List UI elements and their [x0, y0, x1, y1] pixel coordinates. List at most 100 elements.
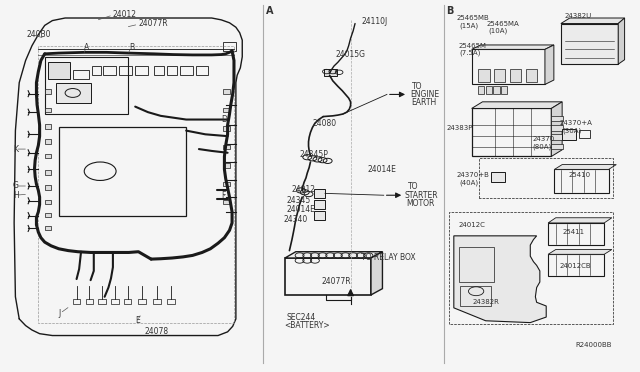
Text: 25465M: 25465M	[459, 43, 487, 49]
Text: 24345P: 24345P	[300, 150, 328, 159]
Text: 24110J: 24110J	[362, 17, 388, 26]
Text: 24014E: 24014E	[286, 205, 315, 215]
Text: A: A	[84, 43, 90, 52]
Text: TO: TO	[408, 182, 419, 191]
Text: H: H	[13, 191, 19, 200]
FancyBboxPatch shape	[223, 108, 230, 112]
Text: 24014E: 24014E	[368, 165, 397, 174]
Text: 24370+A: 24370+A	[559, 120, 593, 126]
Polygon shape	[454, 236, 546, 323]
Text: 24382R: 24382R	[473, 299, 500, 305]
Text: E: E	[135, 316, 140, 325]
Polygon shape	[371, 252, 383, 295]
Text: 24012C: 24012C	[459, 222, 486, 228]
Text: 24382U: 24382U	[564, 13, 591, 19]
FancyBboxPatch shape	[45, 200, 51, 205]
FancyBboxPatch shape	[223, 89, 230, 94]
Text: J: J	[59, 309, 61, 318]
Text: A: A	[266, 6, 273, 16]
FancyBboxPatch shape	[48, 62, 70, 79]
Text: 24012CB: 24012CB	[559, 263, 591, 269]
FancyBboxPatch shape	[223, 163, 230, 167]
Text: (80A): (80A)	[533, 144, 552, 150]
FancyBboxPatch shape	[45, 124, 51, 129]
FancyBboxPatch shape	[314, 189, 325, 198]
Text: STARTER: STARTER	[404, 191, 438, 200]
FancyBboxPatch shape	[45, 185, 51, 190]
FancyBboxPatch shape	[493, 86, 500, 94]
Text: (30A): (30A)	[562, 127, 581, 134]
Text: B: B	[129, 43, 134, 52]
Polygon shape	[548, 218, 612, 223]
Text: G: G	[13, 182, 19, 190]
Text: (10A): (10A)	[489, 28, 508, 34]
Text: 24012: 24012	[291, 185, 316, 194]
Polygon shape	[472, 45, 554, 49]
FancyBboxPatch shape	[45, 139, 51, 144]
Text: (15A): (15A)	[459, 22, 478, 29]
FancyBboxPatch shape	[45, 89, 51, 94]
FancyBboxPatch shape	[551, 144, 563, 149]
FancyBboxPatch shape	[562, 129, 576, 140]
Polygon shape	[285, 252, 383, 258]
Text: TO: TO	[412, 82, 423, 91]
Polygon shape	[554, 164, 616, 169]
Polygon shape	[561, 18, 625, 23]
Text: TO RELAY BOX: TO RELAY BOX	[362, 253, 416, 263]
Text: K: K	[13, 145, 18, 154]
Text: F: F	[221, 191, 226, 200]
Text: 24383P: 24383P	[446, 125, 472, 131]
Text: 25465MB: 25465MB	[457, 15, 490, 21]
Polygon shape	[618, 18, 625, 64]
FancyBboxPatch shape	[494, 68, 506, 81]
Text: 24077R: 24077R	[322, 277, 351, 286]
Text: (7.5A): (7.5A)	[459, 50, 480, 56]
Text: 24340: 24340	[284, 215, 308, 224]
Text: 24370: 24370	[533, 137, 555, 142]
FancyBboxPatch shape	[561, 23, 618, 64]
FancyBboxPatch shape	[551, 134, 563, 140]
Text: <BATTERY>: <BATTERY>	[284, 321, 330, 330]
FancyBboxPatch shape	[223, 182, 230, 186]
Polygon shape	[545, 45, 554, 84]
FancyBboxPatch shape	[324, 69, 337, 76]
FancyBboxPatch shape	[45, 213, 51, 217]
Text: 24015G: 24015G	[336, 51, 366, 60]
FancyBboxPatch shape	[526, 68, 538, 81]
Text: 24012: 24012	[113, 10, 137, 19]
Text: 24078: 24078	[145, 327, 169, 336]
FancyBboxPatch shape	[45, 154, 51, 158]
Text: 240B0: 240B0	[27, 30, 51, 39]
Text: D: D	[221, 115, 227, 124]
FancyBboxPatch shape	[478, 68, 490, 81]
Text: 24077R: 24077R	[138, 19, 168, 28]
Text: 24345: 24345	[286, 196, 310, 205]
FancyBboxPatch shape	[486, 86, 492, 94]
FancyBboxPatch shape	[56, 83, 91, 103]
FancyBboxPatch shape	[45, 170, 51, 175]
Text: B: B	[446, 6, 454, 16]
Text: 24080: 24080	[312, 119, 337, 128]
Text: EARTH: EARTH	[411, 98, 436, 107]
FancyBboxPatch shape	[501, 86, 508, 94]
FancyBboxPatch shape	[551, 116, 563, 121]
FancyBboxPatch shape	[510, 68, 522, 81]
FancyBboxPatch shape	[551, 125, 563, 131]
Text: ENGINE: ENGINE	[410, 90, 439, 99]
FancyBboxPatch shape	[314, 200, 325, 209]
Text: MOTOR: MOTOR	[406, 199, 435, 208]
Polygon shape	[548, 250, 612, 254]
FancyBboxPatch shape	[478, 86, 484, 94]
FancyBboxPatch shape	[223, 145, 230, 149]
Text: 25410: 25410	[568, 172, 591, 178]
Text: 25465MA: 25465MA	[487, 20, 520, 26]
Polygon shape	[551, 102, 562, 157]
Text: SEC244: SEC244	[287, 312, 316, 321]
FancyBboxPatch shape	[314, 211, 325, 220]
FancyBboxPatch shape	[491, 172, 505, 182]
FancyBboxPatch shape	[223, 200, 230, 205]
FancyBboxPatch shape	[45, 108, 51, 112]
Text: 25411: 25411	[562, 229, 584, 235]
Text: (40A): (40A)	[459, 179, 478, 186]
Text: 24370+B: 24370+B	[457, 172, 490, 178]
